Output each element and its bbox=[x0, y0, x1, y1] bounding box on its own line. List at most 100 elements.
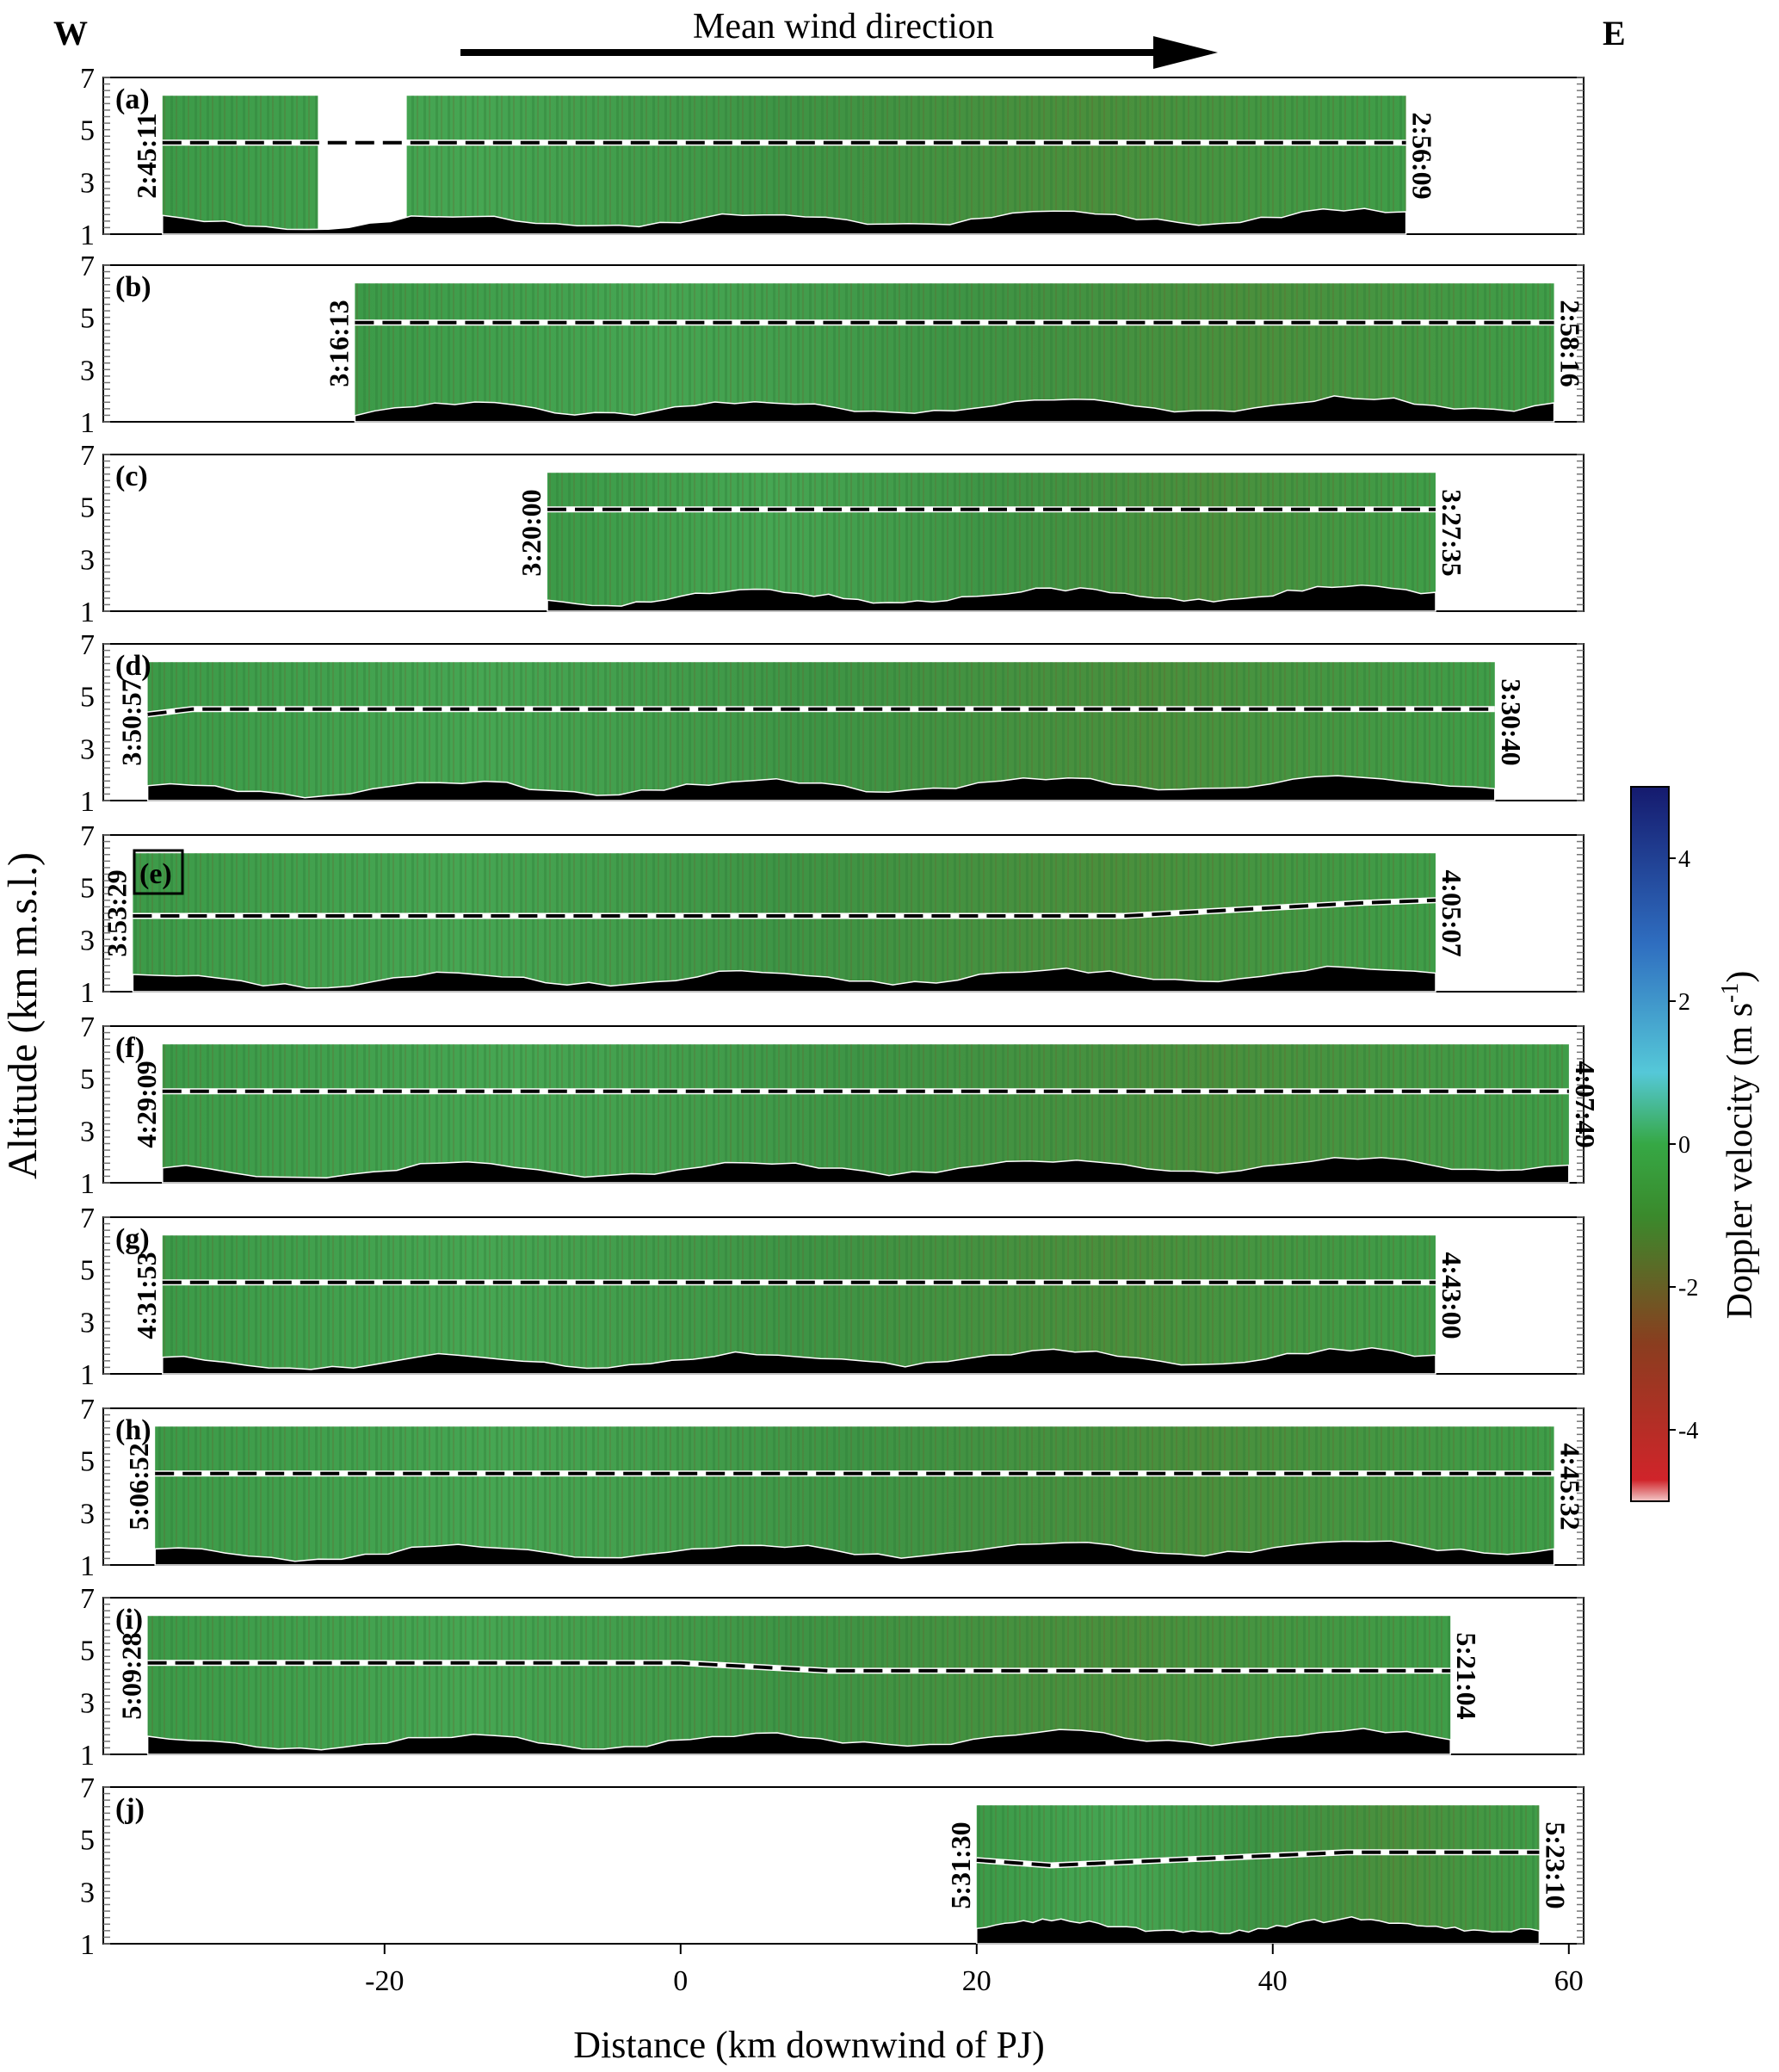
panel-label: (d) bbox=[115, 650, 151, 682]
terrain bbox=[976, 1916, 1541, 1945]
y-tick-label: 5 bbox=[80, 1255, 95, 1287]
panel-b: 1 3 5 7 (b) 3:16:13 2:58:16 bbox=[80, 250, 1586, 439]
panel-j: 1 3 5 7 (j) 5:31:30 5:23:10 bbox=[80, 1772, 1584, 1961]
west-label: W bbox=[53, 14, 88, 53]
time-left: 3:50:57 bbox=[116, 678, 147, 765]
panel-label: (a) bbox=[115, 83, 150, 115]
y-tick-label: 3 bbox=[80, 733, 95, 765]
terrain bbox=[547, 584, 1436, 612]
y-tick-label: 1 bbox=[80, 1550, 95, 1582]
terrain bbox=[146, 775, 1496, 801]
terrain bbox=[162, 207, 1407, 235]
x-axis-label: Distance (km downwind of PJ) bbox=[573, 2024, 1045, 2066]
time-left: 3:20:00 bbox=[516, 489, 547, 576]
y-tick-label: 7 bbox=[80, 629, 95, 661]
panel-g: 1 3 5 7 (g)4:31:53 4:43:00 bbox=[80, 1203, 1584, 1391]
panel-a: 1 3 5 7 (a)2:45:11 2:56:09 bbox=[80, 63, 1584, 251]
time-left: 5:06:52 bbox=[123, 1443, 154, 1530]
y-tick-label: 1 bbox=[80, 786, 95, 818]
echo-texture bbox=[976, 1805, 1540, 1944]
y-tick-label: 5 bbox=[80, 1825, 95, 1857]
time-right: 4:05:07 bbox=[1436, 869, 1467, 956]
y-tick-label: 5 bbox=[80, 492, 95, 524]
time-right: 4:07:49 bbox=[1570, 1061, 1601, 1147]
y-tick-label: 7 bbox=[80, 250, 95, 282]
y-tick-label: 5 bbox=[80, 1636, 95, 1667]
y-tick-label: 3 bbox=[80, 167, 95, 199]
wind-direction-arrow bbox=[460, 36, 1218, 69]
y-tick-label: 3 bbox=[80, 1498, 95, 1530]
y-tick-label: 5 bbox=[80, 115, 95, 147]
time-right: 5:21:04 bbox=[1451, 1632, 1482, 1719]
echo-texture bbox=[147, 1616, 1451, 1754]
colorbar: 4 2 0 -2 -4 Doppler velocity (m s-1) bbox=[1630, 786, 1760, 1502]
colorbar-tick-label: 2 bbox=[1678, 989, 1690, 1016]
terrain bbox=[162, 1157, 1570, 1184]
panel-f: 1 3 5 7 (f)4:29:09 4:07:49 bbox=[80, 1011, 1601, 1200]
panel-label-box bbox=[133, 849, 184, 895]
echo-texture bbox=[133, 853, 1436, 992]
y-tick-label: 7 bbox=[80, 820, 95, 852]
colorbar-tick-label: 4 bbox=[1678, 846, 1690, 873]
y-tick-label: 7 bbox=[80, 1394, 95, 1426]
x-tick-label: 40 bbox=[1258, 1965, 1288, 1997]
y-tick-label: 1 bbox=[80, 220, 95, 251]
terrain bbox=[154, 1540, 1555, 1566]
panels: 1 3 5 7 (a)2:45:11 2:56:09 1 3 5 7 (b) 3:16:13 2:58:… bbox=[80, 63, 1601, 1961]
echo-texture bbox=[162, 1235, 1436, 1374]
time-right: 5:23:10 bbox=[1540, 1822, 1571, 1908]
x-tick-label: 0 bbox=[673, 1965, 688, 1997]
wind-direction-label: Mean wind direction bbox=[693, 7, 994, 46]
y-tick-label: 1 bbox=[80, 407, 95, 439]
colorbar-tick-label: -2 bbox=[1678, 1275, 1698, 1302]
time-left: 3:16:13 bbox=[323, 300, 354, 387]
colorbar-gradient bbox=[1630, 786, 1670, 1502]
time-right: 4:45:32 bbox=[1555, 1443, 1586, 1530]
y-axis-label: Altitude (km m.s.l.) bbox=[0, 852, 46, 1179]
time-right: 3:30:40 bbox=[1496, 678, 1527, 765]
y-tick-label: 1 bbox=[80, 597, 95, 628]
data-gap bbox=[318, 78, 407, 233]
panel-label: (h) bbox=[115, 1414, 151, 1446]
y-tick-label: 7 bbox=[80, 440, 95, 472]
y-tick-label: 1 bbox=[80, 1740, 95, 1772]
y-tick-label: 3 bbox=[80, 1877, 95, 1908]
time-left: 4:31:53 bbox=[131, 1252, 162, 1339]
x-ticks: -20 0 20 40 60 bbox=[365, 1944, 1584, 1997]
terrain bbox=[146, 1728, 1451, 1755]
y-tick-label: 3 bbox=[80, 1116, 95, 1147]
echo-texture bbox=[147, 662, 1495, 801]
y-tick-label: 7 bbox=[80, 1772, 95, 1804]
colorbar-tick-label: 0 bbox=[1678, 1132, 1690, 1159]
time-left: 5:31:30 bbox=[945, 1822, 976, 1908]
colorbar-label: Doppler velocity (m s-1) bbox=[1717, 971, 1760, 1320]
y-tick-label: 1 bbox=[80, 1929, 95, 1961]
y-tick-label: 7 bbox=[80, 63, 95, 95]
echo-texture bbox=[547, 473, 1436, 611]
y-tick-label: 3 bbox=[80, 1307, 95, 1339]
y-tick-label: 7 bbox=[80, 1583, 95, 1615]
colorbar-tick-label: -4 bbox=[1678, 1418, 1698, 1444]
terrain bbox=[354, 395, 1555, 423]
time-right: 4:43:00 bbox=[1436, 1252, 1467, 1339]
east-label: E bbox=[1603, 14, 1626, 53]
melting-level-line bbox=[976, 1850, 1540, 1868]
time-right: 2:56:09 bbox=[1407, 112, 1438, 199]
time-left: 2:45:11 bbox=[131, 113, 162, 199]
time-left: 4:29:09 bbox=[131, 1061, 162, 1147]
y-tick-label: 5 bbox=[80, 303, 95, 335]
panel-d: 1 3 5 7 (d)3:50:57 3:30:40 bbox=[80, 629, 1584, 818]
panel-label: (j) bbox=[115, 1793, 145, 1825]
y-tick-label: 5 bbox=[80, 682, 95, 714]
panel-label: (b) bbox=[115, 271, 151, 303]
y-tick-label: 1 bbox=[80, 1168, 95, 1200]
x-tick-label: 60 bbox=[1554, 1965, 1584, 1997]
panel-h: 1 3 5 7 (h)5:06:52 4:45:32 bbox=[80, 1394, 1586, 1582]
y-tick-label: 3 bbox=[80, 925, 95, 956]
panel-label: (c) bbox=[115, 461, 148, 492]
panel-e: 1 3 5 7 (e)3:53:29 4:05:07 bbox=[80, 820, 1584, 1009]
y-tick-label: 1 bbox=[80, 977, 95, 1009]
melting-level-line bbox=[147, 707, 1495, 716]
x-tick-label: 20 bbox=[962, 1965, 991, 1997]
